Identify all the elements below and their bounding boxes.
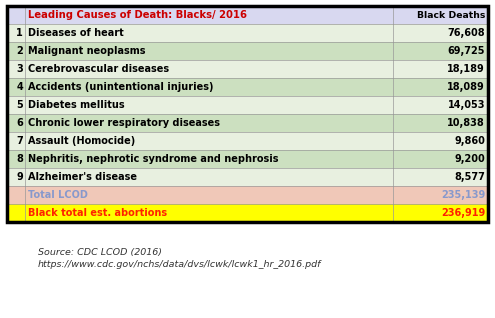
Bar (7, 42, 488, 60)
Text: 76,608: 76,608 (447, 28, 485, 38)
Text: 8,577: 8,577 (454, 172, 485, 182)
Bar (7, 6, 488, 24)
Bar (7, 150, 488, 168)
Text: 236,919: 236,919 (441, 208, 485, 218)
Bar (7, 168, 488, 186)
Text: 14,053: 14,053 (447, 100, 485, 110)
Bar (7, 204, 488, 222)
Text: 7: 7 (16, 136, 23, 146)
Text: Accidents (unintentional injuries): Accidents (unintentional injuries) (28, 82, 213, 92)
Text: 4: 4 (16, 82, 23, 92)
Bar (7, 186, 488, 204)
Text: Total LCOD: Total LCOD (28, 190, 88, 200)
Text: 6: 6 (16, 118, 23, 128)
Text: 5: 5 (16, 100, 23, 110)
Text: Source: CDC LCOD (2016): Source: CDC LCOD (2016) (38, 248, 162, 257)
Bar (7, 6, 488, 222)
Bar (7, 24, 488, 42)
Text: 1: 1 (16, 28, 23, 38)
Text: Black total est. abortions: Black total est. abortions (28, 208, 167, 218)
Text: Nephritis, nephrotic syndrome and nephrosis: Nephritis, nephrotic syndrome and nephro… (28, 154, 279, 164)
Bar (7, 96, 488, 114)
Text: 2: 2 (16, 46, 23, 56)
Text: Cerebrovascular diseases: Cerebrovascular diseases (28, 64, 169, 74)
Text: 9: 9 (16, 172, 23, 182)
Text: Malignant neoplasms: Malignant neoplasms (28, 46, 146, 56)
Text: Assault (Homocide): Assault (Homocide) (28, 136, 135, 146)
Text: 18,089: 18,089 (447, 82, 485, 92)
Bar (7, 132, 488, 150)
Bar (7, 78, 488, 96)
Text: Alzheimer's disease: Alzheimer's disease (28, 172, 137, 182)
Bar (7, 60, 488, 78)
Text: 10,838: 10,838 (447, 118, 485, 128)
Text: 235,139: 235,139 (441, 190, 485, 200)
Text: https://www.cdc.gov/nchs/data/dvs/lcwk/lcwk1_hr_2016.pdf: https://www.cdc.gov/nchs/data/dvs/lcwk/l… (38, 260, 321, 269)
Text: 3: 3 (16, 64, 23, 74)
Text: Diabetes mellitus: Diabetes mellitus (28, 100, 125, 110)
Text: Chronic lower respiratory diseases: Chronic lower respiratory diseases (28, 118, 220, 128)
Text: Black Deaths: Black Deaths (417, 10, 485, 19)
Text: Leading Causes of Death: Blacks/ 2016: Leading Causes of Death: Blacks/ 2016 (28, 10, 247, 20)
Text: 8: 8 (16, 154, 23, 164)
Text: 18,189: 18,189 (447, 64, 485, 74)
Text: 9,860: 9,860 (454, 136, 485, 146)
Text: 69,725: 69,725 (447, 46, 485, 56)
Text: Diseases of heart: Diseases of heart (28, 28, 124, 38)
Bar (7, 114, 488, 132)
Text: 9,200: 9,200 (454, 154, 485, 164)
